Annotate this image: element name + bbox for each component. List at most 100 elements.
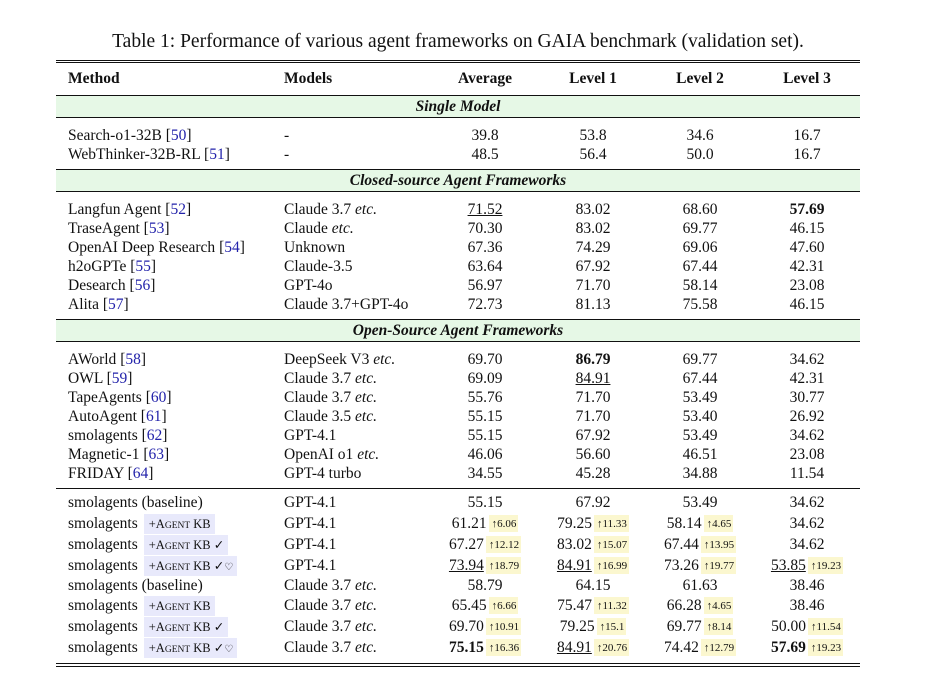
header-level2: Level 2 bbox=[676, 70, 724, 87]
gain-badge: ↑16.99 bbox=[593, 557, 630, 574]
gain-badge: ↑4.65 bbox=[703, 597, 734, 614]
citation-link[interactable]: 59 bbox=[111, 370, 128, 387]
model-name: OpenAI o1 bbox=[284, 446, 354, 463]
level1-value: 83.02 bbox=[575, 201, 611, 218]
level3-value: 30.77 bbox=[789, 389, 825, 406]
citation-link[interactable]: 62 bbox=[146, 427, 163, 444]
table-row: AutoAgent [61] Claude 3.5 etc. 55.15 71.… bbox=[56, 407, 860, 426]
gain-badge: ↑19.77 bbox=[700, 557, 737, 574]
kb-row-claude-kb-check-heart: smolagents +AGENT KB ✓♡ Claude 3.7 etc. 7… bbox=[56, 637, 860, 658]
kb-row-gpt-kb: smolagents +AGENT KB GPT-4.1 61.21 ↑6.06 7… bbox=[56, 513, 860, 534]
level3-value: 42.31 bbox=[789, 370, 825, 387]
level3-value: 53.85 bbox=[770, 557, 806, 574]
method-name: OpenAI Deep Research bbox=[68, 239, 216, 256]
average-value: 69.09 bbox=[467, 370, 503, 387]
model-name: Claude 3.7 bbox=[284, 389, 352, 406]
table-row: AWorld [58] DeepSeek V3 etc. 69.70 86.79… bbox=[56, 350, 860, 369]
average-value: 73.94 bbox=[448, 557, 484, 574]
level2-value: 53.49 bbox=[682, 427, 718, 444]
citation-link[interactable]: 55 bbox=[135, 258, 151, 275]
table-row: Search-o1-32B [50] - 39.8 53.8 34.6 16.7 bbox=[56, 126, 860, 145]
level3-value: 34.62 bbox=[789, 536, 825, 553]
method-name: FRIDAY bbox=[68, 465, 124, 482]
average-value: 55.15 bbox=[467, 494, 503, 511]
table-caption: Table 1: Performance of various agent fr… bbox=[112, 31, 804, 52]
level2-value: 34.88 bbox=[682, 465, 718, 482]
level2-value: 58.14 bbox=[666, 515, 702, 532]
citation-link[interactable]: 63 bbox=[148, 446, 165, 463]
level3-value: 57.69 bbox=[770, 639, 806, 656]
agent-kb-tag: +AGENT KB ✓ bbox=[143, 535, 229, 555]
average-value: 61.21 bbox=[451, 515, 487, 532]
citation-link[interactable]: 52 bbox=[170, 201, 186, 218]
level2-value: 69.77 bbox=[682, 220, 718, 237]
gain-badge: ↑6.06 bbox=[488, 515, 519, 532]
model-etc: etc. bbox=[355, 201, 377, 218]
citation-link[interactable]: 57 bbox=[108, 296, 124, 313]
table-header-row: Method Models Average Level 1 Level 2 Le… bbox=[56, 63, 860, 95]
gain-badge: ↑20.76 bbox=[593, 639, 630, 656]
method-name: Search-o1-32B bbox=[68, 127, 162, 144]
header-average: Average bbox=[458, 70, 512, 87]
gain-badge: ↑11.54 bbox=[808, 618, 843, 635]
model-etc: etc. bbox=[355, 618, 377, 635]
level1-value: 56.60 bbox=[575, 446, 611, 463]
level3-value: 26.92 bbox=[789, 408, 825, 425]
citation-link[interactable]: 54 bbox=[224, 239, 240, 256]
gain-badge: ↑15.1 bbox=[596, 618, 627, 635]
level2-value: 69.06 bbox=[682, 239, 718, 256]
level1-value: 83.02 bbox=[575, 220, 611, 237]
level1-value: 71.70 bbox=[575, 389, 611, 406]
table-row: Alita [57] Claude 3.7+GPT-4o 72.73 81.13… bbox=[56, 295, 860, 314]
average-value: 70.30 bbox=[467, 220, 503, 237]
level2-value: 67.44 bbox=[682, 258, 718, 275]
level2-value: 75.58 bbox=[682, 296, 718, 313]
citation-link[interactable]: 51 bbox=[209, 146, 225, 163]
model-name: Claude 3.7 bbox=[284, 639, 352, 656]
gain-badge: ↑10.91 bbox=[485, 618, 522, 635]
header-level3: Level 3 bbox=[783, 70, 831, 87]
method-name: Alita bbox=[68, 296, 99, 313]
model-name: GPT-4o bbox=[284, 277, 333, 294]
table-row: OWL [59] Claude 3.7 etc. 69.09 84.91 67.… bbox=[56, 369, 860, 388]
method-name: smolagents bbox=[68, 557, 138, 574]
results-table: Method Models Average Level 1 Level 2 Le… bbox=[56, 58, 860, 667]
model-etc: etc. bbox=[355, 639, 377, 656]
average-value: 72.73 bbox=[467, 296, 503, 313]
level1-value: 56.4 bbox=[579, 146, 607, 163]
level2-value: 67.44 bbox=[663, 536, 699, 553]
citation-link[interactable]: 61 bbox=[145, 408, 162, 425]
gain-badge: ↑13.95 bbox=[700, 536, 737, 553]
section-closed-source: Closed-source Agent Frameworks bbox=[56, 170, 860, 191]
citation-link[interactable]: 60 bbox=[150, 389, 167, 406]
section-open-source: Open-Source Agent Frameworks bbox=[56, 320, 860, 341]
level3-value: 38.46 bbox=[789, 577, 825, 594]
citation-link[interactable]: 58 bbox=[125, 351, 141, 368]
table-row: TraseAgent [53] Claude etc. 70.30 83.02 … bbox=[56, 219, 860, 238]
model-name: - bbox=[284, 127, 290, 144]
citation-link[interactable]: 56 bbox=[134, 277, 151, 294]
kb-row-gpt-baseline: smolagents (baseline) GPT-4.1 55.15 67.9… bbox=[56, 492, 860, 513]
level1-value: 84.91 bbox=[556, 639, 592, 656]
level3-value: 34.62 bbox=[789, 351, 825, 368]
level3-value: 47.60 bbox=[789, 239, 825, 256]
model-etc: etc. bbox=[331, 220, 354, 237]
heart-icon: ♡ bbox=[224, 644, 234, 655]
agent-kb-tag: +AGENT KB ✓♡ bbox=[143, 556, 238, 576]
model-etc: etc. bbox=[355, 389, 377, 406]
citation-link[interactable]: 64 bbox=[132, 465, 149, 482]
table-row: TapeAgents [60] Claude 3.7 etc. 55.76 71… bbox=[56, 388, 860, 407]
method-name: Magnetic-1 bbox=[68, 446, 140, 463]
level2-value: 73.26 bbox=[663, 557, 699, 574]
citation-link[interactable]: 53 bbox=[148, 220, 165, 237]
level2-value: 50.0 bbox=[686, 146, 714, 163]
method-name: TraseAgent bbox=[68, 220, 140, 237]
model-name: GPT-4.1 bbox=[284, 557, 337, 574]
level1-value: 79.25 bbox=[557, 515, 593, 532]
level3-value: 34.62 bbox=[789, 494, 825, 511]
model-name: Claude 3.7 bbox=[284, 577, 352, 594]
kb-row-claude-kb-check: smolagents +AGENT KB ✓ Claude 3.7 etc. 69… bbox=[56, 616, 860, 637]
level1-value: 79.25 bbox=[559, 618, 595, 635]
average-value: 63.64 bbox=[467, 258, 503, 275]
citation-link[interactable]: 50 bbox=[170, 127, 187, 144]
